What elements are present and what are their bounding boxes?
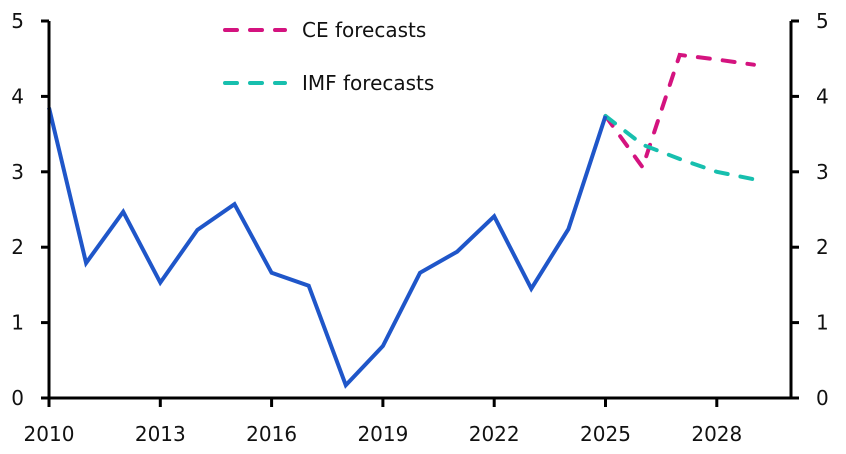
legend-label: IMF forecasts — [302, 71, 434, 95]
y-tick-label-left: 2 — [11, 235, 24, 259]
series-line-ce-forecasts — [603, 52, 756, 172]
y-tick-label-left: 3 — [11, 160, 24, 184]
x-tick-label: 2028 — [691, 422, 742, 446]
legend: CE forecasts IMF forecasts — [223, 18, 434, 95]
series-line-imf-forecasts — [603, 114, 756, 182]
y-tick-label-left: 5 — [11, 9, 24, 33]
y-tick-label-right: 4 — [816, 84, 829, 108]
y-tick-label-right: 5 — [816, 9, 829, 33]
x-tick-label: 2010 — [24, 422, 75, 446]
legend-label: CE forecasts — [302, 18, 426, 42]
y-tick-label-left: 4 — [11, 84, 24, 108]
x-tick-label: 2013 — [135, 422, 186, 446]
series-line-actual — [47, 107, 608, 389]
x-tick-label: 2022 — [469, 422, 520, 446]
y-tick-label-right: 0 — [816, 386, 829, 410]
axes: 0 0 1 1 2 2 3 3 4 4 5 5 2010 2013 2016 2019 2022 2025 2028 — [11, 9, 828, 446]
x-tick-label: 2025 — [580, 422, 631, 446]
y-tick-label-left: 1 — [11, 311, 24, 335]
y-tick-label-right: 2 — [816, 235, 829, 259]
plot-area — [47, 52, 756, 389]
y-tick-label-left: 0 — [11, 386, 24, 410]
x-tick-label: 2019 — [357, 422, 408, 446]
x-tick-label: 2016 — [246, 422, 297, 446]
y-tick-label-right: 3 — [816, 160, 829, 184]
y-tick-label-right: 1 — [816, 311, 829, 335]
